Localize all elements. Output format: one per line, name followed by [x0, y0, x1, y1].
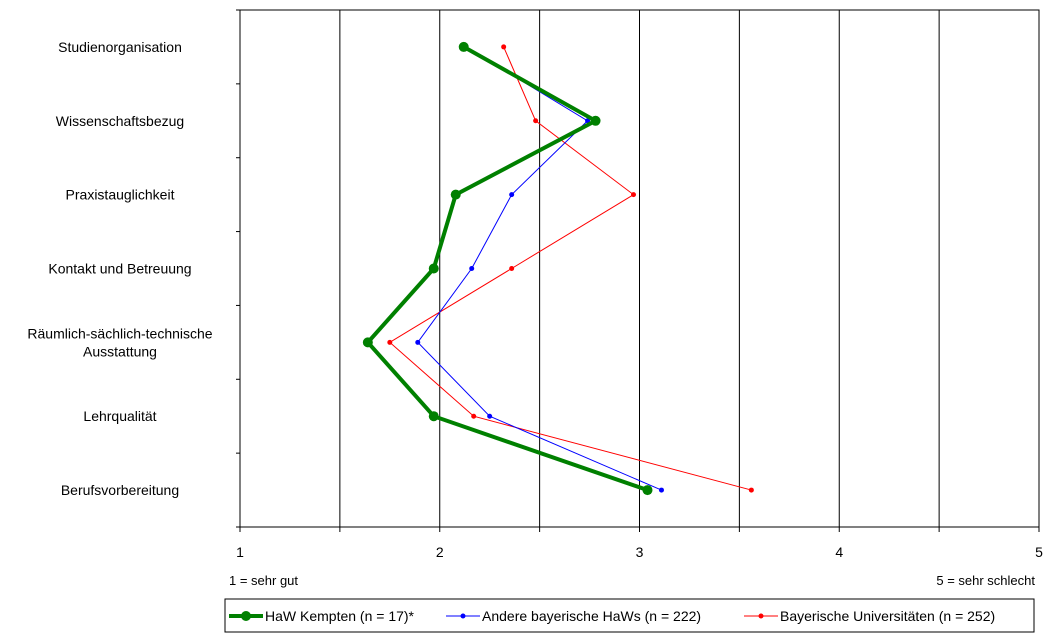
data-point	[362, 337, 373, 348]
data-point	[428, 411, 439, 422]
axes	[236, 9, 1040, 532]
category-label: Berufsvorbereitung	[61, 482, 179, 498]
legend: HaW Kempten (n = 17)* Andere bayerische H…	[224, 598, 1035, 633]
x-tick-label: 3	[636, 544, 644, 560]
data-point	[533, 118, 539, 124]
data-point	[590, 115, 601, 126]
data-point	[415, 339, 421, 345]
series-0	[362, 41, 653, 496]
legend-label: Andere bayerische HaWs (n = 222)	[482, 608, 701, 624]
category-label: Lehrqualität	[83, 408, 156, 424]
category-label: Räumlich-sächlich-technische	[27, 325, 212, 341]
category-labels: Studienorganisation Wissenschaftsbezug Pra…	[27, 39, 212, 498]
category-label: Kontakt und Betreuung	[48, 261, 191, 277]
data-point	[428, 263, 439, 274]
data-point	[469, 266, 475, 271]
data-point	[450, 189, 461, 200]
data-point	[642, 485, 653, 496]
category-label: Studienorganisation	[58, 39, 182, 55]
data-point	[509, 192, 515, 198]
category-label: Praxistauglichkeit	[66, 187, 175, 203]
x-tick-label: 2	[436, 544, 444, 560]
category-label: Wissenschaftsbezug	[56, 113, 184, 129]
legend-swatch-marker	[241, 611, 251, 621]
data-point	[509, 266, 515, 271]
gridlines	[339, 10, 1040, 527]
series-lines	[362, 41, 754, 496]
data-point	[501, 44, 507, 50]
data-point	[748, 487, 754, 493]
scale-note-left: 1 = sehr gut	[229, 573, 298, 588]
legend-swatch-marker	[460, 613, 466, 619]
category-label: Ausstattung	[83, 343, 157, 359]
data-point	[631, 192, 637, 198]
data-point	[585, 118, 591, 124]
x-tick-label: 1	[236, 544, 244, 560]
legend-box	[224, 598, 1035, 633]
x-tick-label: 4	[835, 544, 843, 560]
data-point	[387, 339, 393, 345]
data-point	[458, 41, 469, 52]
data-point	[487, 413, 493, 419]
legend-label: Bayerische Universitäten (n = 252)	[780, 608, 995, 624]
series-2	[387, 44, 754, 493]
x-tick-label: 5	[1035, 544, 1043, 560]
series-line	[388, 46, 752, 491]
x-tick-labels: 1 2 3 4 5	[236, 544, 1043, 560]
legend-label: HaW Kempten (n = 17)*	[265, 608, 415, 624]
data-point	[658, 487, 664, 493]
legend-swatch-marker	[758, 613, 764, 619]
scale-note-right: 5 = sehr schlecht	[936, 573, 1035, 588]
scale-notes: 1 = sehr gut 5 = sehr schlecht	[229, 573, 1035, 588]
data-point	[471, 413, 477, 419]
